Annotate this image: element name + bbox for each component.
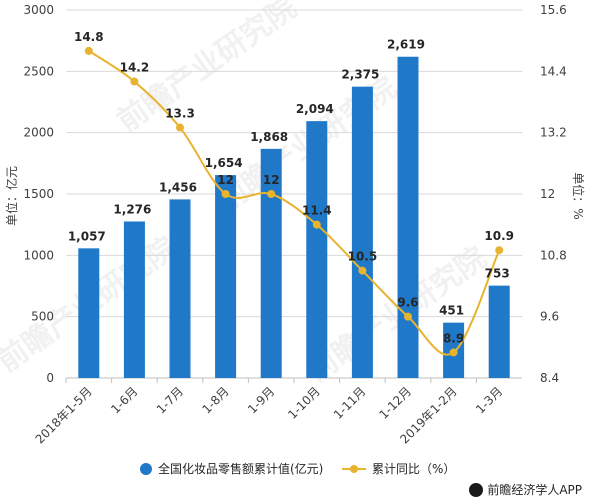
left-tick-label: 500 bbox=[31, 310, 54, 324]
bar bbox=[78, 248, 100, 378]
legend-item-bars: 全国化妆品零售额累计值(亿元) bbox=[140, 460, 323, 477]
right-tick-label: 12 bbox=[540, 187, 555, 201]
x-tick-label: 1-9月 bbox=[245, 384, 277, 416]
x-tick-label: 1-3月 bbox=[473, 384, 505, 416]
line-point bbox=[404, 312, 412, 321]
line-value-label: 10.9 bbox=[484, 229, 514, 243]
line-value-label: 11.4 bbox=[302, 204, 332, 218]
x-tick-label: 1-12月 bbox=[376, 384, 414, 422]
source-text: 前瞻经济学人APP bbox=[487, 483, 582, 497]
left-tick-label: 2500 bbox=[23, 64, 54, 78]
bar-value-label: 451 bbox=[439, 304, 464, 318]
x-tick-label: 2018年1-5月 bbox=[33, 384, 95, 446]
bar-value-label: 753 bbox=[485, 267, 510, 281]
left-tick-label: 1500 bbox=[23, 187, 54, 201]
x-axis-ticks: 2018年1-5月 1-6月 1-7月 1-8月 1-9月 1-10月 1-11月 1-12月… bbox=[33, 378, 505, 447]
right-tick-label: 14.4 bbox=[540, 64, 567, 78]
line-value-label: 9.6 bbox=[397, 296, 418, 310]
line-point bbox=[358, 266, 367, 275]
left-tick-label: 3000 bbox=[23, 3, 54, 17]
x-tick-label: 1-8月 bbox=[199, 384, 231, 416]
right-tick-label: 13.2 bbox=[540, 126, 567, 140]
line-value-label: 14.8 bbox=[74, 30, 104, 44]
bar-value-label: 2,375 bbox=[341, 68, 379, 82]
x-tick-label: 1-6月 bbox=[108, 384, 140, 416]
source-credit: 前瞻经济学人APP bbox=[469, 481, 582, 498]
line-value-label: 8.9 bbox=[443, 331, 464, 345]
x-tick-label: 1-7月 bbox=[154, 384, 186, 416]
qianzhan-logo-icon bbox=[469, 482, 484, 497]
bar bbox=[351, 86, 373, 379]
line-value-label: 10.5 bbox=[348, 250, 378, 264]
bar bbox=[488, 285, 510, 378]
line-value-label: 14.2 bbox=[120, 61, 150, 75]
right-tick-label: 10.8 bbox=[540, 248, 567, 262]
right-axis-ticks: 8.4 9.6 10.8 12 13.2 14.4 15.6 bbox=[540, 3, 567, 385]
legend-line-swatch bbox=[342, 463, 366, 475]
line-value-label: 13.3 bbox=[165, 107, 195, 121]
line-point bbox=[449, 348, 458, 357]
line-point bbox=[312, 220, 321, 229]
line-point bbox=[176, 123, 184, 132]
bar bbox=[123, 221, 145, 378]
legend-bar-swatch bbox=[140, 462, 152, 475]
line-series bbox=[84, 46, 504, 357]
line-path bbox=[88, 50, 501, 356]
bar-value-label: 2,619 bbox=[387, 38, 425, 52]
left-tick-label: 0 bbox=[46, 371, 54, 385]
line-value-label: 12 bbox=[263, 173, 280, 187]
left-axis-title: 单位：亿元 bbox=[4, 166, 19, 226]
bar-value-label: 1,654 bbox=[205, 156, 243, 170]
line-point bbox=[267, 190, 276, 198]
legend-line-label: 累计同比（%） bbox=[372, 462, 456, 476]
right-axis-title: 单位：% bbox=[571, 172, 586, 219]
line-point bbox=[84, 46, 93, 55]
left-axis-ticks: 0 500 1000 1500 2000 2500 3000 bbox=[23, 3, 54, 385]
left-tick-label: 1000 bbox=[23, 248, 54, 262]
bar-value-label: 1,868 bbox=[250, 130, 288, 144]
bar bbox=[215, 175, 237, 378]
bar-data-labels: 1,057 1,276 1,456 1,654 1,868 2,094 2,375 2,619… bbox=[68, 38, 510, 318]
bar bbox=[260, 148, 282, 378]
bar-series bbox=[78, 56, 510, 379]
line-value-label: 12 bbox=[217, 173, 234, 187]
x-tick-label: 1-11月 bbox=[331, 384, 369, 422]
bar bbox=[397, 56, 419, 379]
bar bbox=[169, 199, 191, 378]
right-tick-label: 8.4 bbox=[540, 371, 559, 385]
legend-item-line: 累计同比（%） bbox=[342, 460, 455, 477]
bar-value-label: 1,057 bbox=[68, 229, 106, 243]
x-tick-label: 1-10月 bbox=[285, 384, 323, 422]
line-point bbox=[495, 246, 504, 255]
bar-value-label: 1,276 bbox=[113, 202, 151, 216]
left-tick-label: 2000 bbox=[23, 126, 54, 140]
line-point bbox=[221, 190, 230, 198]
legend: 全国化妆品零售额累计值(亿元) 累计同比（%） bbox=[0, 460, 590, 480]
bar bbox=[306, 121, 328, 379]
line-data-labels: 14.8 14.2 13.3 12 12 11.4 10.5 9.6 8.9 10.9 bbox=[74, 30, 514, 346]
right-tick-label: 15.6 bbox=[540, 3, 567, 17]
right-tick-label: 9.6 bbox=[540, 310, 559, 324]
bar-value-label: 2,094 bbox=[296, 102, 334, 116]
legend-bar-label: 全国化妆品零售额累计值(亿元) bbox=[158, 462, 324, 476]
bar-value-label: 1,456 bbox=[159, 180, 197, 194]
line-point bbox=[130, 77, 139, 86]
